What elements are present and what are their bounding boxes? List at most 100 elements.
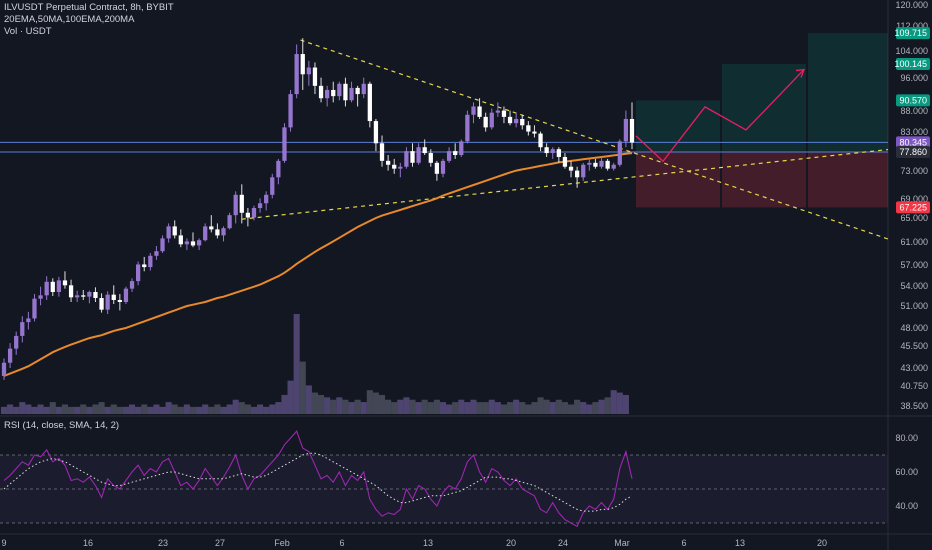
volume-bar: [220, 406, 227, 414]
volume-bar: [616, 392, 623, 414]
candle: [318, 77, 324, 103]
candle: [434, 160, 440, 181]
volume-bar: [68, 406, 75, 414]
candle: [257, 198, 263, 213]
rsi-legend[interactable]: RSI (14, close, SMA, 14, 2): [4, 420, 120, 431]
candle-body: [361, 83, 366, 95]
candle-body: [318, 85, 324, 99]
rsi-ma-line: [3, 452, 633, 512]
candle-body: [178, 235, 183, 245]
price-tag: 109.715: [894, 27, 930, 40]
candle-body: [526, 125, 531, 132]
candle: [410, 143, 415, 167]
candle-body: [453, 151, 458, 156]
candle-body: [465, 114, 470, 142]
candle-body: [160, 238, 165, 252]
candle: [501, 106, 507, 124]
candle-body: [239, 194, 244, 213]
candle-body: [154, 251, 159, 256]
candle-body: [446, 151, 452, 161]
candle-body: [312, 67, 318, 86]
volume-legend[interactable]: Vol · USDT: [4, 26, 52, 37]
volume-bar: [177, 406, 184, 414]
candle: [227, 212, 232, 230]
candle-body: [581, 164, 586, 178]
volume-bar: [385, 399, 392, 414]
volume-bar: [519, 402, 526, 414]
volume-bar: [324, 397, 331, 414]
volume-bar: [0, 406, 8, 414]
volume-bar: [86, 406, 93, 414]
volume-bar: [598, 399, 605, 414]
loss-zone-3: [808, 152, 888, 208]
volume-bar: [580, 402, 587, 414]
candle: [385, 155, 391, 171]
volume-bar: [202, 404, 209, 414]
candle: [38, 286, 43, 306]
price-tick-label: 48.000: [900, 323, 928, 333]
volume-bar: [397, 399, 404, 414]
candle: [75, 290, 80, 302]
candle: [276, 158, 281, 185]
candle: [477, 98, 482, 119]
volume-bar: [80, 404, 87, 414]
candle: [544, 143, 549, 157]
volume-bar: [19, 402, 26, 414]
rsi-tick-label: 80.00: [895, 433, 918, 443]
candle-body: [477, 106, 482, 117]
volume-bar: [439, 402, 447, 414]
volume-bar: [604, 397, 611, 414]
volume-bar: [269, 404, 276, 414]
candle: [343, 77, 348, 107]
volume-bar: [31, 406, 38, 414]
price-tag-bg: [896, 58, 930, 71]
candle: [605, 158, 610, 171]
candle: [81, 290, 86, 300]
indicators-legend[interactable]: 20EMA,50MA,100EMA,200MA: [4, 14, 135, 25]
candle: [562, 153, 568, 169]
price-tick-label: 38.500: [900, 401, 928, 411]
candle-body: [227, 215, 232, 229]
volume-bar: [342, 399, 349, 414]
time-tick-label: 6: [339, 538, 344, 548]
candle-body: [196, 240, 202, 246]
candle-body: [190, 241, 196, 246]
candle-body: [392, 164, 397, 169]
candle: [514, 112, 519, 128]
candle: [428, 149, 433, 167]
candle: [404, 147, 409, 169]
volume-bar: [74, 406, 81, 414]
price-tag-bg: [896, 27, 930, 40]
candle: [26, 311, 31, 330]
volume-bar: [104, 406, 111, 414]
candle-body: [251, 208, 257, 218]
volume-bar: [330, 399, 337, 414]
candle-body: [428, 153, 433, 163]
candle: [14, 331, 19, 355]
candle: [392, 158, 397, 174]
candle-body: [81, 295, 86, 297]
candle: [178, 229, 183, 248]
price-tick-label: 54.000: [900, 281, 928, 291]
volume-bar: [318, 394, 325, 414]
price-tag-label: 90.570: [899, 95, 927, 105]
volume-bar: [226, 404, 233, 414]
candle: [465, 110, 470, 144]
candle: [331, 81, 336, 103]
candle: [184, 238, 190, 251]
volume-bar: [610, 390, 617, 414]
time-tick-label: Mar: [614, 538, 630, 548]
volume-bar: [287, 380, 294, 414]
volume-bar: [208, 406, 215, 414]
candle-body: [306, 67, 311, 75]
time-tick-label: 23: [158, 538, 168, 548]
volume-bar: [189, 406, 197, 414]
volume-bar: [250, 406, 258, 414]
candle-body: [343, 83, 348, 101]
candle: [1, 358, 7, 380]
candle-body: [300, 54, 305, 75]
rsi-line: [3, 430, 633, 528]
candle-body: [325, 89, 330, 99]
volume-bar: [555, 399, 562, 414]
